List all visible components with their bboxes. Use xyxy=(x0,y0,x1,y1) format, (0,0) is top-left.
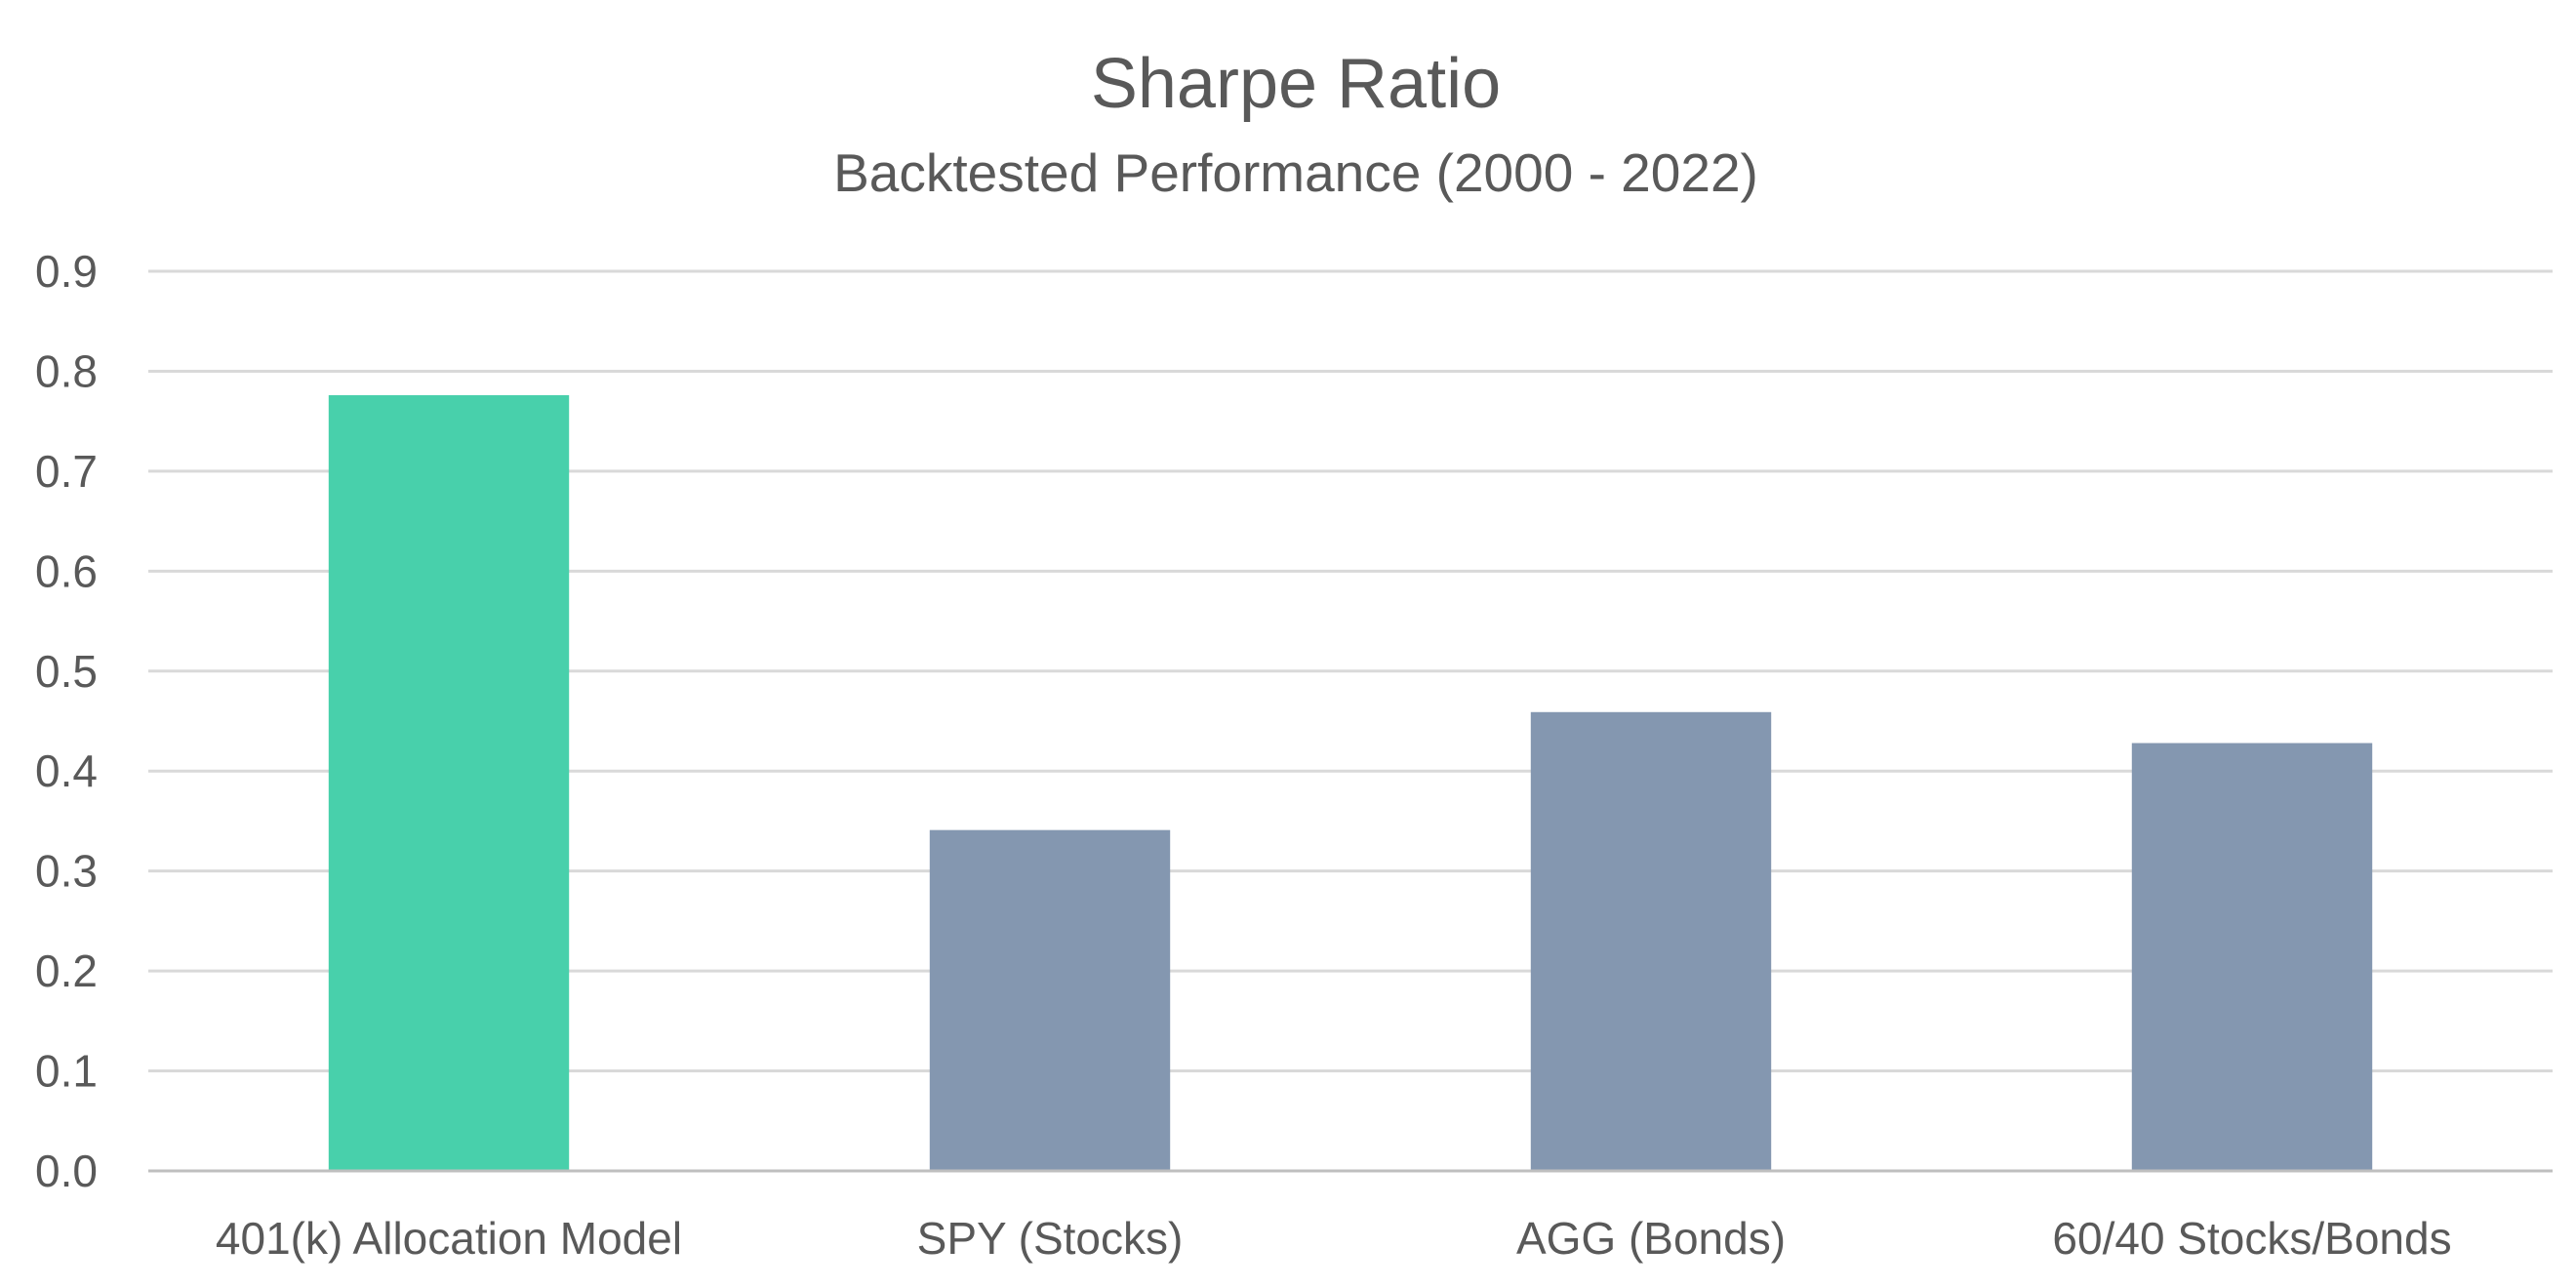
y-axis-ticks: 0.0 0.1 0.2 0.3 0.4 0.5 0.6 0.7 0.8 0.9 xyxy=(35,246,98,1196)
y-tick-label: 0.3 xyxy=(35,846,98,897)
x-category-label: 401(k) Allocation Model xyxy=(216,1213,682,1264)
y-tick-label: 0.7 xyxy=(35,446,98,497)
x-category-label: AGG (Bonds) xyxy=(1516,1213,1786,1264)
y-tick-label: 0.6 xyxy=(35,545,98,596)
chart-subtitle: Backtested Performance (2000 - 2022) xyxy=(833,142,1758,203)
y-tick-label: 0.0 xyxy=(35,1146,98,1196)
x-axis-labels: 401(k) Allocation Model SPY (Stocks) AGG (… xyxy=(216,1213,2452,1264)
y-tick-label: 0.5 xyxy=(35,646,98,697)
bar-1 xyxy=(328,395,570,1171)
y-tick-label: 0.4 xyxy=(35,745,98,796)
bars xyxy=(328,395,2373,1171)
y-tick-label: 0.1 xyxy=(35,1046,98,1097)
x-category-label: SPY (Stocks) xyxy=(917,1213,1184,1264)
chart-title: Sharpe Ratio xyxy=(1091,45,1501,123)
y-tick-label: 0.9 xyxy=(35,246,98,297)
bar-4 xyxy=(2131,743,2373,1171)
bar-2 xyxy=(929,829,1171,1171)
x-category-label: 60/40 Stocks/Bonds xyxy=(2052,1213,2451,1264)
bar-3 xyxy=(1530,711,1772,1171)
y-tick-label: 0.2 xyxy=(35,946,98,996)
y-tick-label: 0.8 xyxy=(35,345,98,396)
